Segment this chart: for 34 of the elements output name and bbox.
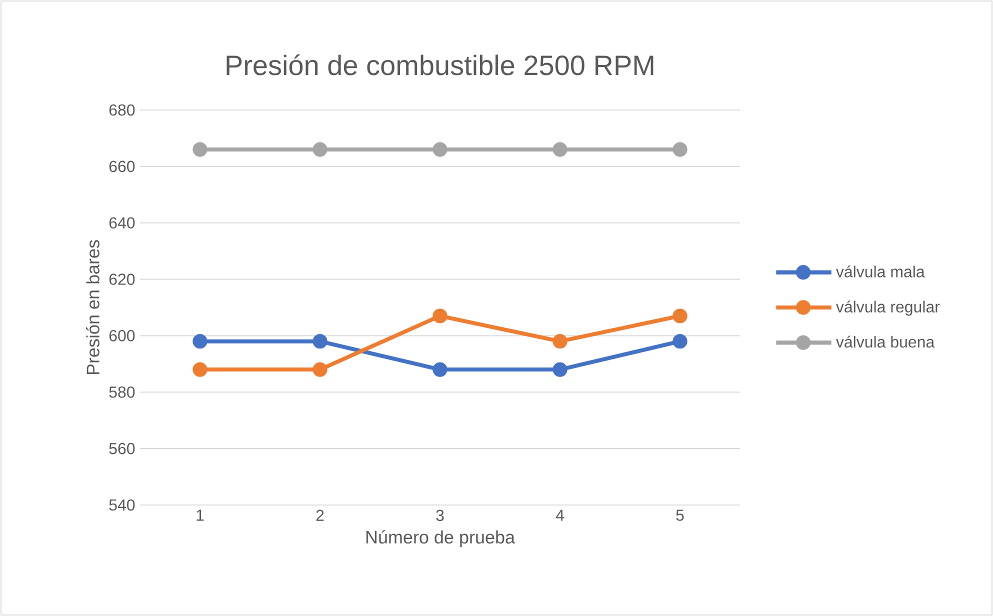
point bbox=[192, 334, 208, 349]
point bbox=[672, 142, 688, 157]
x-tick-label: 5 bbox=[676, 510, 684, 521]
point bbox=[552, 142, 568, 157]
point bbox=[552, 334, 568, 349]
point bbox=[552, 362, 568, 377]
point bbox=[192, 362, 208, 377]
point bbox=[672, 334, 688, 349]
y-tick-label: 660 bbox=[109, 160, 135, 172]
x-tick-label: 3 bbox=[436, 510, 444, 522]
y-tick-label: 580 bbox=[109, 386, 135, 398]
chart-title: Presión de combustible 2500 RPM bbox=[226, 54, 654, 76]
point bbox=[432, 308, 448, 324]
legend-label: válvula mala bbox=[836, 265, 925, 278]
y-tick-label: 640 bbox=[109, 217, 135, 228]
y-tick-label: 540 bbox=[109, 499, 135, 511]
x-tick-label: 4 bbox=[556, 510, 564, 521]
x-tick-label: 2 bbox=[316, 510, 324, 521]
y-tick-label: 620 bbox=[109, 274, 135, 285]
legend-label: válvula regular bbox=[836, 300, 940, 316]
point bbox=[192, 142, 208, 157]
point bbox=[432, 142, 448, 157]
y-axis-title: Presión en bares bbox=[86, 240, 100, 374]
point bbox=[312, 334, 328, 349]
legend-label: válvula buena bbox=[836, 336, 935, 348]
x-tick-label: 1 bbox=[196, 510, 204, 521]
point bbox=[312, 142, 328, 157]
x-axis-title: Número de prueba bbox=[366, 530, 516, 548]
point bbox=[672, 308, 688, 324]
point bbox=[312, 362, 328, 377]
y-tick-label: 560 bbox=[109, 442, 135, 454]
y-tick-label: 600 bbox=[109, 330, 135, 342]
y-tick-label: 680 bbox=[109, 104, 135, 116]
point bbox=[432, 362, 448, 377]
